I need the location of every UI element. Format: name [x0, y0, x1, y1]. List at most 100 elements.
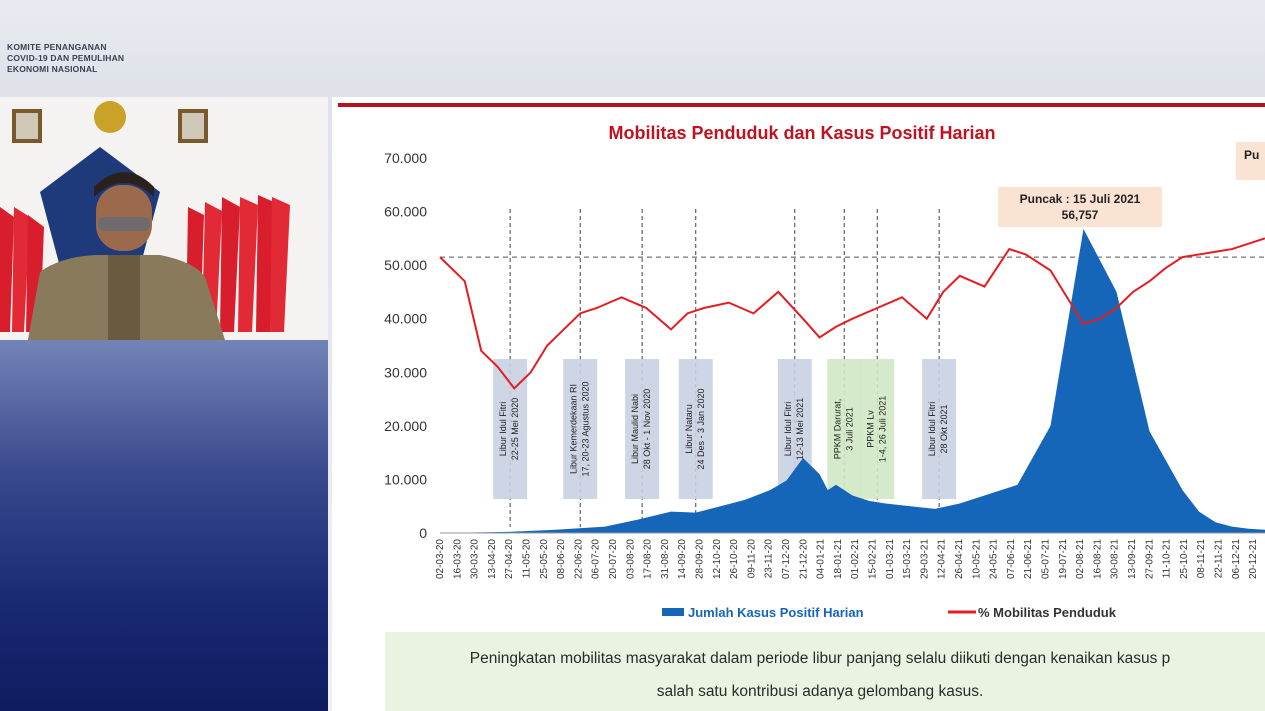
annotation-label: Libur Kemerdekaan RI [568, 384, 578, 474]
mobility-line-series [439, 237, 1265, 390]
cases-area-series [440, 228, 1265, 533]
speaker-figure [28, 172, 225, 340]
y-tick-label: 40.000 [384, 311, 427, 327]
annotation-label: Libur Maulid Nabi [630, 394, 640, 464]
x-tick-label: 18-01-21 [833, 539, 844, 579]
x-tick-label: 11-10-21 [1162, 539, 1173, 579]
annotation-box [922, 359, 957, 499]
x-tick-label: 05-07-21 [1041, 539, 1052, 579]
annotation-label: 28 Okt - 1 Nov 2020 [642, 389, 652, 470]
y-tick-label: 0 [419, 525, 427, 541]
x-tick-label: 25-05-20 [539, 539, 550, 579]
annotation-label: Libur Nataru [684, 404, 694, 454]
corner-callout-box [1236, 142, 1265, 180]
flags-right [186, 195, 290, 332]
footer-text-line-1: Peningkatan mobilitas masyarakat dalam p… [469, 650, 1171, 667]
slide-footer-note: Peningkatan mobilitas masyarakat dalam p… [385, 632, 1265, 711]
footer-text-line-2: salah satu kontribusi adanya gelombang k… [656, 683, 984, 700]
annotation-label: 22-25 Mei 2020 [510, 398, 520, 461]
x-tick-label: 21-12-20 [798, 539, 809, 579]
x-tick-label: 06-12-21 [1231, 539, 1242, 579]
x-tick-label: 01-03-21 [885, 539, 896, 579]
org-line-2: COVID-19 DAN PEMULIHAN [7, 53, 125, 63]
holiday-annotations: Libur Idul Fitri 22-25 Mei 2020 Libur Keme… [493, 209, 957, 527]
x-tick-label: 06-07-20 [591, 539, 602, 579]
x-tick-label: 09-11-20 [746, 539, 757, 579]
annotation-label: Libur Idul Fitri [783, 402, 793, 457]
x-tick-label: 13-04-20 [487, 539, 498, 579]
peak-date-label: Puncak : 15 Juli 2021 [1020, 192, 1141, 206]
annotation-label: 28 Okt 2021 [939, 404, 949, 453]
speaker-video-feed [0, 97, 328, 340]
x-tick-label: 16-03-20 [452, 539, 463, 579]
x-tick-label: 07-12-20 [781, 539, 792, 579]
presentation-slide: Mobilitas Penduduk dan Kasus Positif Har… [332, 97, 1265, 711]
x-tick-label: 27-04-20 [504, 539, 515, 579]
org-line-1: KOMITE PENANGANAN [7, 42, 107, 52]
speaker-video-illustration [0, 97, 328, 340]
annotation-label: PPKM Lv [865, 410, 875, 448]
y-tick-label: 20.000 [384, 418, 427, 434]
mobility-cases-chart: Mobilitas Penduduk dan Kasus Positif Har… [384, 123, 1265, 620]
annotation-label: 1-4, 26 Juli 2021 [877, 396, 887, 463]
x-tick-label: 22-11-21 [1214, 539, 1225, 579]
annotation-box [827, 359, 862, 499]
annotation-box [563, 359, 598, 499]
chart-title: Mobilitas Penduduk dan Kasus Positif Har… [608, 123, 995, 143]
x-tick-label: 28-09-20 [695, 539, 706, 579]
x-tick-label: 08-11-21 [1196, 539, 1207, 579]
x-tick-label: 15-02-21 [868, 539, 879, 579]
annotation-label: 12-13 Mei 2021 [795, 398, 805, 461]
x-tick-label: 31-08-20 [660, 539, 671, 579]
x-tick-label: 14-09-20 [677, 539, 688, 579]
y-axis: 0 10.000 20.000 30.000 40.000 50.000 60.000 70.… [384, 150, 427, 541]
x-tick-label: 26-10-20 [729, 539, 740, 579]
x-tick-label: 11-05-20 [522, 539, 533, 579]
x-tick-label: 13-09-21 [1127, 539, 1138, 579]
x-tick-label: 01-02-21 [850, 539, 861, 579]
chart-legend: Jumlah Kasus Positif Harian % Mobilitas … [662, 605, 1117, 620]
x-tick-label: 15-03-21 [902, 539, 913, 579]
annotation-box [625, 359, 660, 499]
annotation-box [860, 359, 895, 499]
annotation-label: 24 Des - 3 Jan 2020 [696, 388, 706, 469]
x-tick-label: 26-04-21 [954, 539, 965, 579]
x-tick-label: 29-03-21 [919, 539, 930, 579]
x-tick-label: 19-07-21 [1058, 539, 1069, 579]
legend-label-mobility: % Mobilitas Penduduk [978, 605, 1117, 620]
x-axis: 02-03-20 16-03-20 30-03-20 13-04-20 27-04-20… [435, 532, 1265, 579]
x-tick-label: 17-08-20 [643, 539, 654, 579]
x-tick-label: 04-01-21 [816, 539, 827, 579]
annotation-label: Libur Idul Fitri [927, 402, 937, 457]
y-tick-label: 50.000 [384, 257, 427, 273]
x-tick-label: 30-08-21 [1110, 539, 1121, 579]
x-tick-label: 08-06-20 [556, 539, 567, 579]
x-tick-label: 21-06-21 [1023, 539, 1034, 579]
peak-value-label: 56,757 [1062, 208, 1099, 222]
x-tick-label: 02-03-20 [435, 539, 446, 579]
x-tick-label: 03-08-20 [625, 539, 636, 579]
annotation-label: PPKM Darurat, [832, 399, 842, 460]
x-tick-label: 02-08-21 [1075, 539, 1086, 579]
x-tick-label: 24-05-21 [989, 539, 1000, 579]
garuda-emblem [94, 101, 126, 133]
x-tick-label: 10-05-21 [971, 539, 982, 579]
annotation-box [678, 359, 713, 499]
x-tick-label: 07-06-21 [1006, 539, 1017, 579]
x-tick-label: 23-11-20 [764, 539, 775, 579]
legend-swatch-cases [662, 608, 684, 616]
y-tick-label: 70.000 [384, 150, 427, 166]
y-tick-label: 30.000 [384, 364, 427, 380]
x-tick-label: 30-03-20 [470, 539, 481, 579]
x-tick-label: 16-08-21 [1092, 539, 1103, 579]
x-tick-label: 22-06-20 [573, 539, 584, 579]
x-tick-label: 25-10-21 [1179, 539, 1190, 579]
corner-callout-label: Pu [1244, 148, 1259, 162]
peak-callout-box [998, 187, 1162, 227]
y-tick-label: 60.000 [384, 204, 427, 220]
slide-top-rule [338, 103, 1265, 107]
annotation-label: Libur Idul Fitri [498, 402, 508, 457]
annotation-label: 17, 20-23 Agustus 2020 [580, 381, 590, 476]
annotation-label: 3 Juli 2021 [844, 407, 854, 451]
y-tick-label: 10.000 [384, 471, 427, 487]
